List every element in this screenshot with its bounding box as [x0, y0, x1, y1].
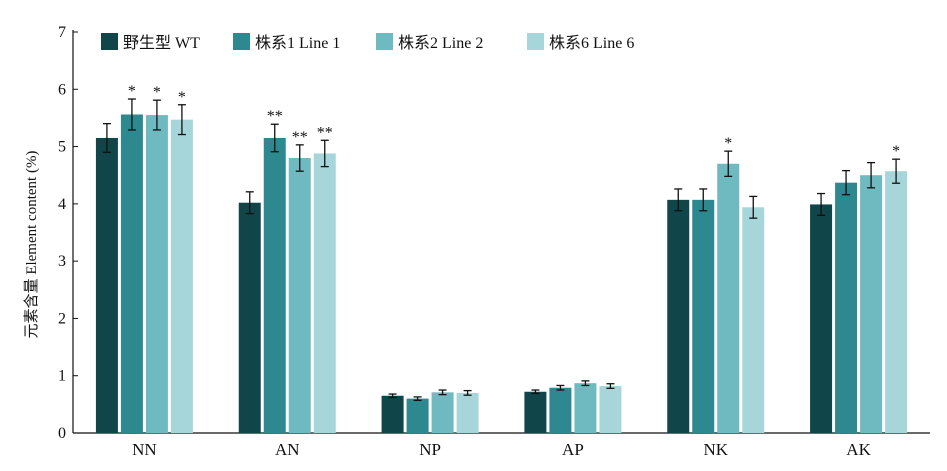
significance-label: * [178, 89, 186, 106]
y-tick-label: 5 [58, 139, 66, 156]
significance-label: ** [267, 108, 283, 125]
bar [835, 182, 858, 433]
bar [810, 204, 833, 433]
significance-label: * [724, 135, 732, 152]
x-tick-label: AP [562, 440, 584, 459]
significance-label: ** [292, 129, 308, 146]
bar [456, 392, 479, 433]
y-tick-label: 0 [58, 425, 66, 442]
bar [288, 158, 311, 433]
bar [667, 199, 690, 433]
bar [238, 202, 261, 433]
significance-label: ** [317, 124, 333, 141]
bar [406, 398, 429, 433]
bar [742, 207, 765, 433]
bar [170, 119, 193, 433]
bar [885, 171, 908, 433]
bar [120, 114, 143, 434]
significance-label: * [128, 83, 136, 100]
legend-label: 野生型 WT [123, 34, 200, 52]
bar [717, 163, 740, 433]
y-axis-title: 元素含量 Element content (%) [23, 151, 40, 339]
legend-swatch [376, 33, 393, 50]
bar [549, 387, 572, 433]
legend-swatch [101, 33, 118, 50]
significance-label: * [153, 84, 161, 101]
legend-label: 株系2 Line 2 [398, 34, 483, 52]
legend-label: 株系1 Line 1 [255, 34, 340, 52]
legend-swatch [233, 33, 250, 50]
bar [95, 137, 118, 433]
x-tick-label: AN [275, 440, 300, 459]
bar [431, 392, 454, 433]
axes: 0 1 2 3 4 5 6 7 元素含量 Element content (%) NN AN NP AP… [23, 24, 930, 459]
y-tick-label: 7 [58, 24, 66, 41]
legend: 野生型 WT 株系1 Line 1 株系2 Line 2 株系6 Line 6 [101, 33, 634, 52]
bar [313, 153, 336, 433]
legend-swatch [527, 33, 544, 50]
legend-label: 株系6 Line 6 [549, 34, 634, 52]
x-tick-label: NN [132, 440, 157, 459]
bar [692, 199, 715, 433]
bar [263, 137, 286, 433]
bar [574, 383, 597, 433]
x-tick-label: NP [419, 440, 441, 459]
bar [860, 175, 883, 433]
y-tick-label: 3 [58, 253, 66, 270]
bar [381, 395, 404, 433]
bar [524, 391, 547, 433]
y-tick-label: 6 [58, 81, 66, 98]
y-tick-label: 1 [58, 368, 66, 385]
y-tick-label: 2 [58, 310, 66, 327]
bar [599, 386, 622, 433]
bar [145, 115, 168, 434]
y-tick-label: 4 [58, 196, 66, 213]
x-tick-label: AK [846, 440, 871, 459]
x-tick-label: NK [703, 440, 728, 459]
bars: * * ***** *** * [95, 83, 908, 434]
significance-label: * [892, 143, 900, 160]
